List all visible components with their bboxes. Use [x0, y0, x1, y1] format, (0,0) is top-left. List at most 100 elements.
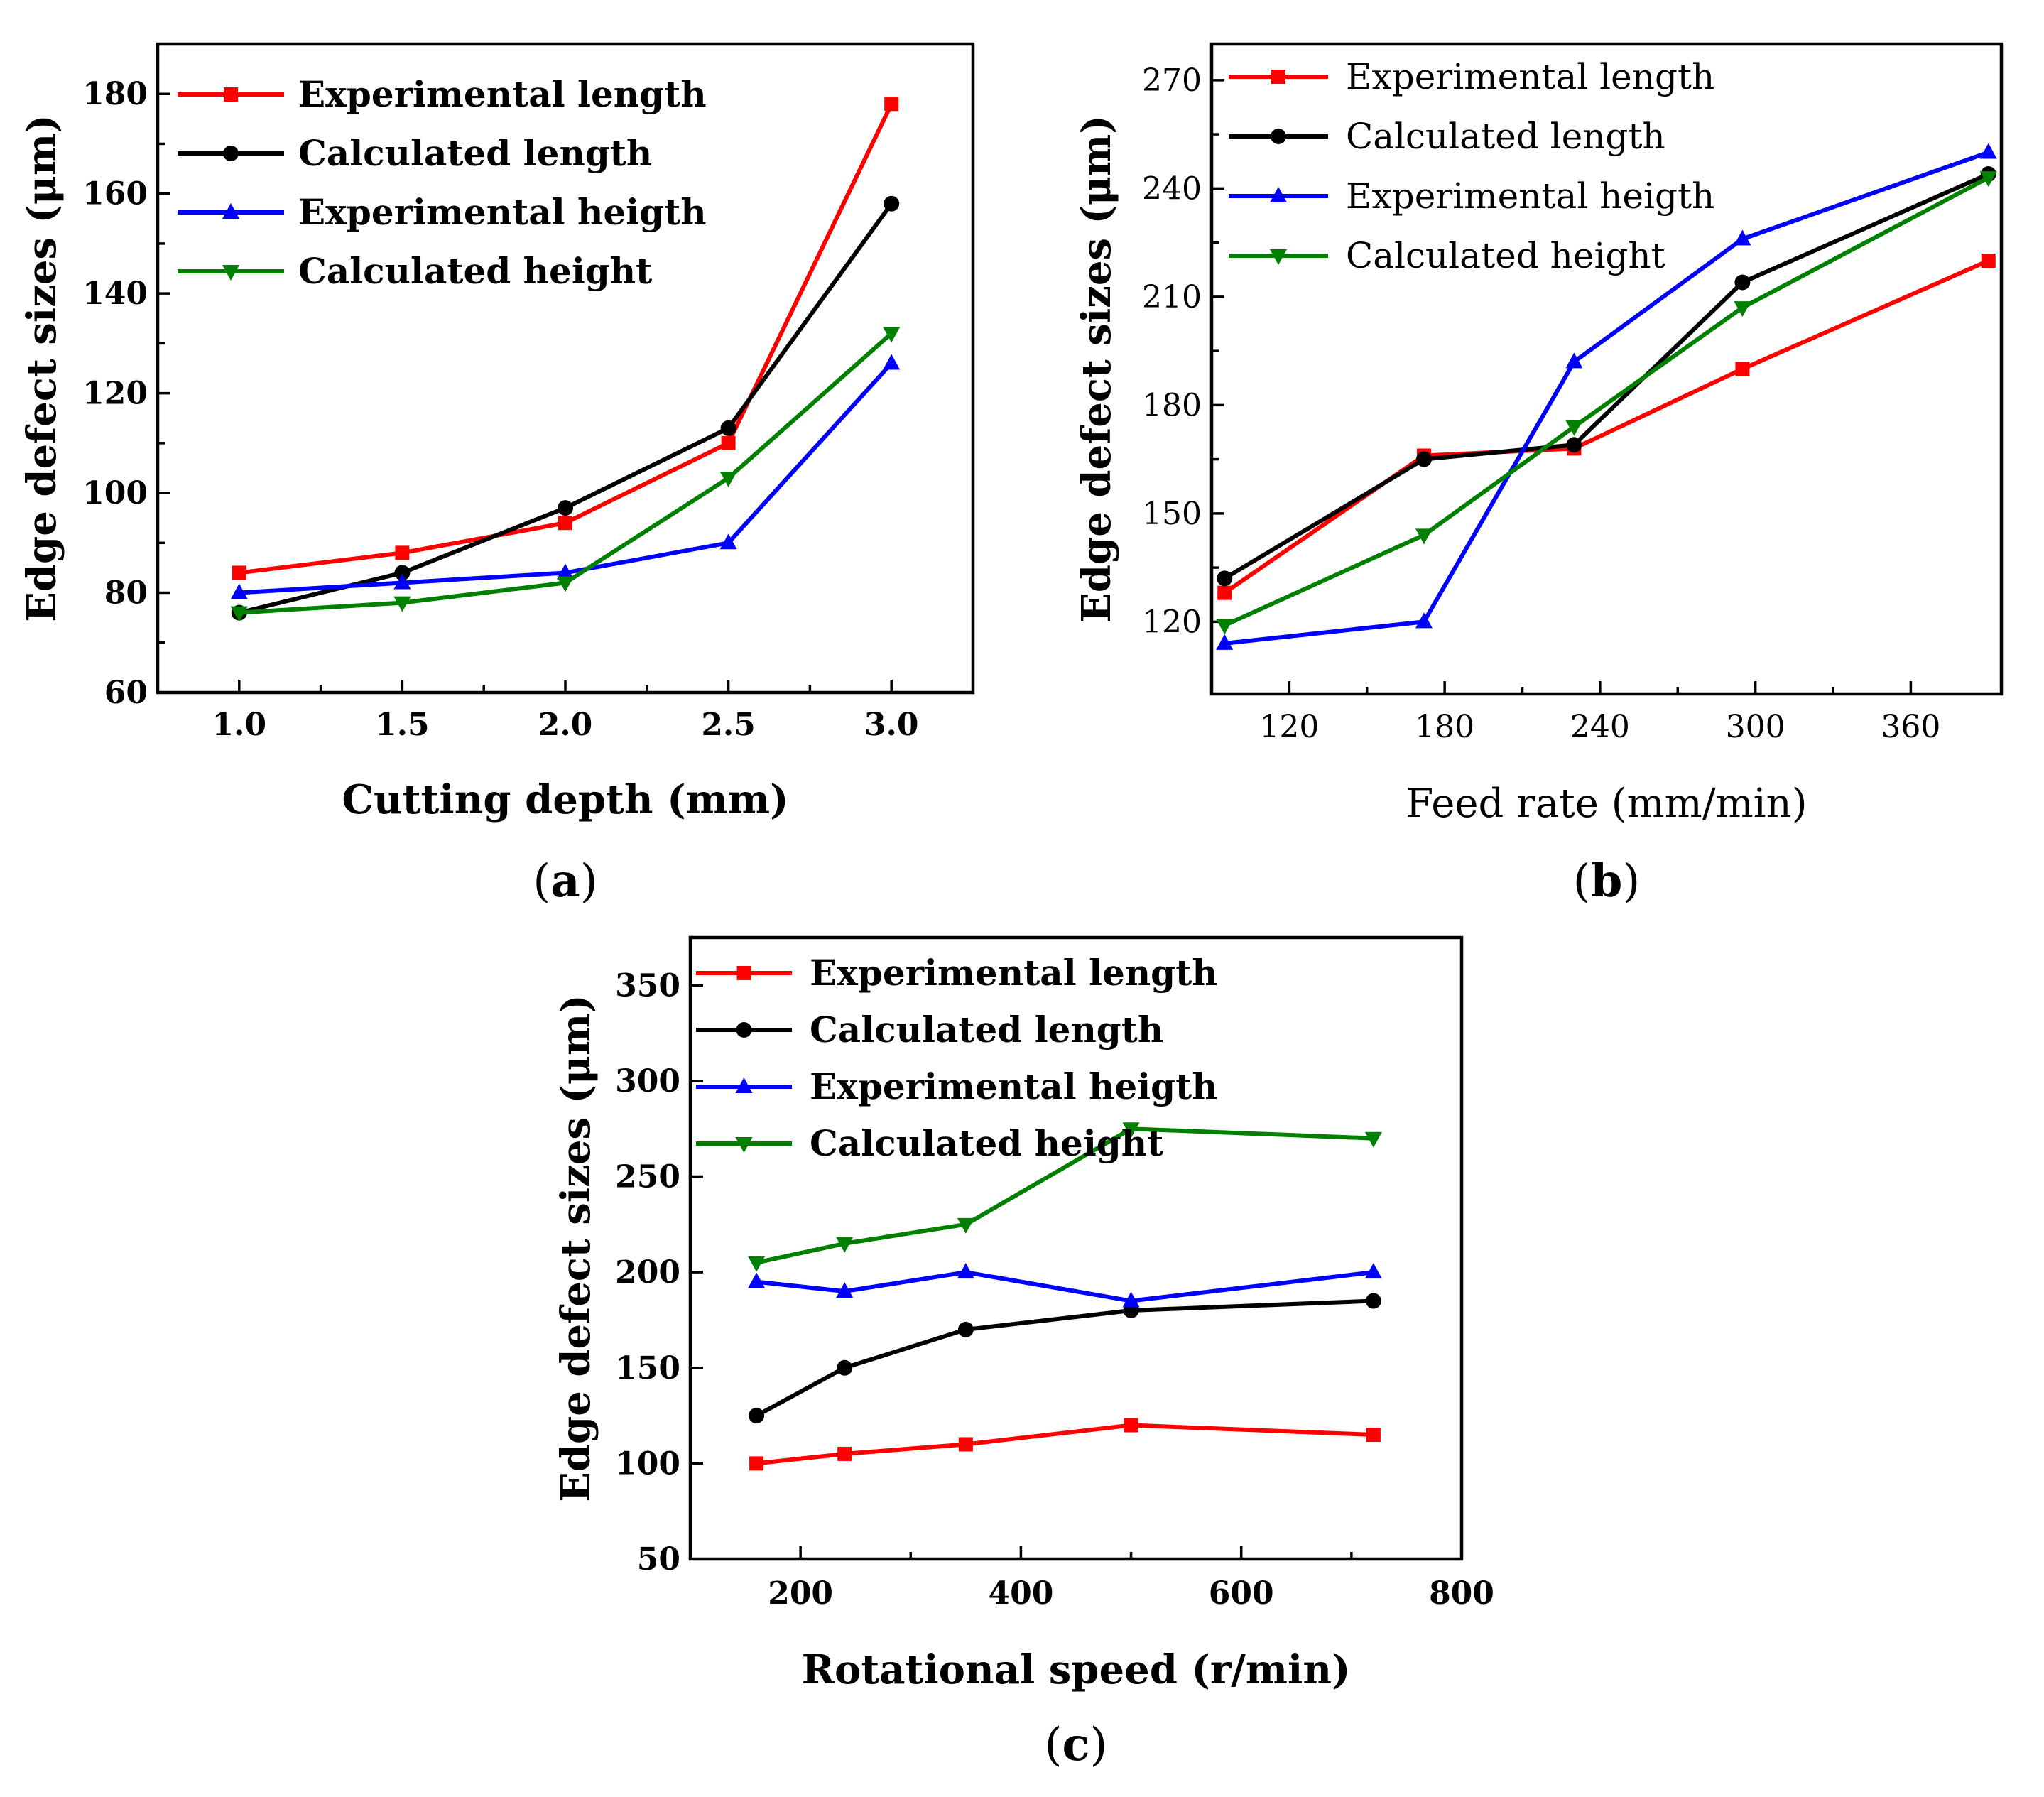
- chart-b-data-point: [1979, 171, 1997, 188]
- chart-c-data-point: [837, 1359, 853, 1376]
- chart-c-data-point: [1124, 1418, 1138, 1433]
- chart-a-y-tick-label: 180: [82, 76, 148, 112]
- chart-a-ticks: 1.0 1.5 2.0 2.5 3.0 60 80 100 120 140 160 180: [82, 76, 918, 743]
- chart-b-y-tick-label: 240: [1142, 170, 1202, 207]
- chart-b-data-point: [1565, 352, 1583, 369]
- chart-b-data-point: [1415, 612, 1433, 629]
- chart-b-data-point: [1415, 451, 1432, 467]
- chart-c-data-point: [958, 1437, 973, 1452]
- chart-a-panel-label: (a): [533, 854, 597, 908]
- chart-a-data-point: [721, 435, 736, 450]
- chart-b-x-tick-label: 300: [1726, 709, 1785, 745]
- chart-c-series-4: [748, 1122, 1382, 1272]
- chart-a-legend-label: Experimental heigth: [298, 191, 707, 233]
- chart-a-series-4: [230, 327, 901, 622]
- chart-a-data-point: [719, 472, 737, 488]
- chart-feed-rate: 120 180 240 300 360 120 150 180 210 240 270 Experim…: [1073, 42, 2004, 908]
- chart-b-panel-label: (b): [1573, 854, 1641, 908]
- chart-a-series-1: [232, 97, 899, 580]
- chart-a-data-point: [558, 500, 573, 516]
- chart-b-y-tick-label: 270: [1142, 63, 1202, 99]
- chart-b-legend-marker: [1271, 70, 1285, 84]
- chart-c-y-tick-label: 150: [615, 1350, 680, 1386]
- chart-c-y-tick-label: 200: [615, 1254, 680, 1291]
- chart-b-legend-label: Experimental heigth: [1346, 175, 1714, 217]
- chart-b-series-2: [1217, 166, 1996, 587]
- chart-c-data-point: [1122, 1122, 1140, 1139]
- chart-a-data-point: [557, 563, 574, 580]
- chart-c-y-tick-label: 300: [615, 1063, 680, 1100]
- chart-b-y-axis-title: Edge defect sizes (μm): [1073, 115, 1120, 623]
- chart-a-x-axis-title: Cutting depth (mm): [342, 776, 788, 823]
- chart-c-data-point: [1364, 1131, 1382, 1148]
- chart-a-data-point: [557, 576, 574, 592]
- chart-c-legend-marker: [735, 1137, 753, 1153]
- chart-b-legend-marker: [1270, 187, 1287, 202]
- chart-c-plot-frame: [688, 935, 1464, 1561]
- chart-b-legend-entry: Experimental length: [1229, 56, 1714, 97]
- chart-a-y-tick-label: 60: [104, 675, 148, 711]
- chart-a-data-point: [230, 583, 248, 599]
- chart-c-data-point: [1366, 1428, 1381, 1442]
- chart-a-data-point: [393, 596, 411, 612]
- chart-a-x-tick-label: 2.5: [701, 707, 756, 743]
- chart-b-series-line: [1223, 259, 1989, 595]
- chart-a-legend: Experimental length Calculated length Expe…: [178, 73, 707, 292]
- chart-b-data-point: [1217, 570, 1233, 587]
- chart-c-data-point: [749, 1456, 764, 1471]
- chart-b-legend: Experimental length Calculated length Expe…: [1229, 56, 1714, 276]
- chart-a-legend-label: Calculated length: [298, 132, 652, 174]
- chart-a-data-point: [884, 195, 900, 212]
- chart-c-panel-label: (c): [1045, 1718, 1108, 1771]
- chart-c-series-2: [749, 1293, 1381, 1424]
- chart-b-legend-marker: [1271, 129, 1286, 144]
- chart-a-y-axis-title: Edge defect sizes (μm): [18, 114, 65, 622]
- chart-c-data-point: [957, 1217, 974, 1234]
- chart-b-series-4: [1216, 171, 1997, 635]
- chart-rotational-speed: 200 400 600 800 50 100 150 200 250 300 350 Experime…: [553, 935, 1494, 1771]
- chart-a-series-3: [230, 354, 901, 599]
- chart-b-x-tick-label: 120: [1259, 709, 1319, 745]
- chart-b-data-point: [1566, 437, 1582, 453]
- chart-c-legend: Experimental length Calculated length Expe…: [696, 952, 1218, 1164]
- chart-c-legend-label: Experimental heigth: [810, 1065, 1218, 1107]
- chart-c-legend-entry: Calculated length: [696, 1009, 1163, 1050]
- chart-b-legend-label: Calculated height: [1346, 235, 1665, 276]
- chart-b-data-point: [1217, 585, 1232, 600]
- chart-c-data-point: [836, 1237, 854, 1253]
- chart-a-y-tick-label: 80: [104, 575, 148, 612]
- chart-c-x-tick-label: 400: [988, 1575, 1053, 1612]
- chart-a-data-point: [883, 354, 901, 370]
- chart-a-plot-frame: [156, 42, 975, 695]
- chart-b-data-point: [1734, 274, 1751, 291]
- chart-a-legend-marker: [224, 87, 238, 102]
- chart-a-y-tick-label: 140: [82, 276, 148, 312]
- chart-a-legend-entry: Experimental heigth: [178, 191, 707, 233]
- chart-b-legend-marker: [1270, 249, 1287, 265]
- chart-b-y-tick-label: 210: [1142, 279, 1202, 315]
- chart-b-data-point: [1216, 634, 1234, 650]
- chart-b-x-tick-label: 240: [1570, 709, 1630, 745]
- chart-c-x-axis-title: Rotational speed (r/min): [801, 1646, 1350, 1693]
- chart-b-legend-entry: Calculated height: [1229, 235, 1665, 276]
- chart-b-data-point: [1735, 362, 1750, 376]
- chart-b-legend-entry: Calculated length: [1229, 116, 1665, 157]
- chart-b-x-tick-label: 360: [1881, 709, 1940, 745]
- chart-b-legend-label: Experimental length: [1346, 56, 1714, 97]
- chart-b-data-point: [1415, 528, 1433, 545]
- chart-b-data-point: [1565, 420, 1583, 436]
- chart-c-y-tick-label: 350: [615, 967, 680, 1004]
- chart-c-y-tick-label: 250: [615, 1159, 680, 1195]
- chart-b-series-1: [1217, 254, 1996, 600]
- chart-c-legend-marker: [736, 966, 751, 980]
- chart-a-y-tick-label: 120: [82, 376, 148, 412]
- chart-c-series-line: [755, 1298, 1374, 1418]
- chart-c-legend-entry: Experimental heigth: [696, 1065, 1218, 1107]
- chart-a-legend-marker: [222, 203, 239, 219]
- chart-c-data-point: [837, 1446, 852, 1461]
- chart-b-ticks: 120 180 240 300 360 120 150 180 210 240 270: [1142, 63, 1940, 745]
- chart-c-series-1: [749, 1418, 1381, 1471]
- chart-a-legend-entry: Calculated length: [178, 132, 652, 174]
- chart-a-data-point: [230, 606, 248, 622]
